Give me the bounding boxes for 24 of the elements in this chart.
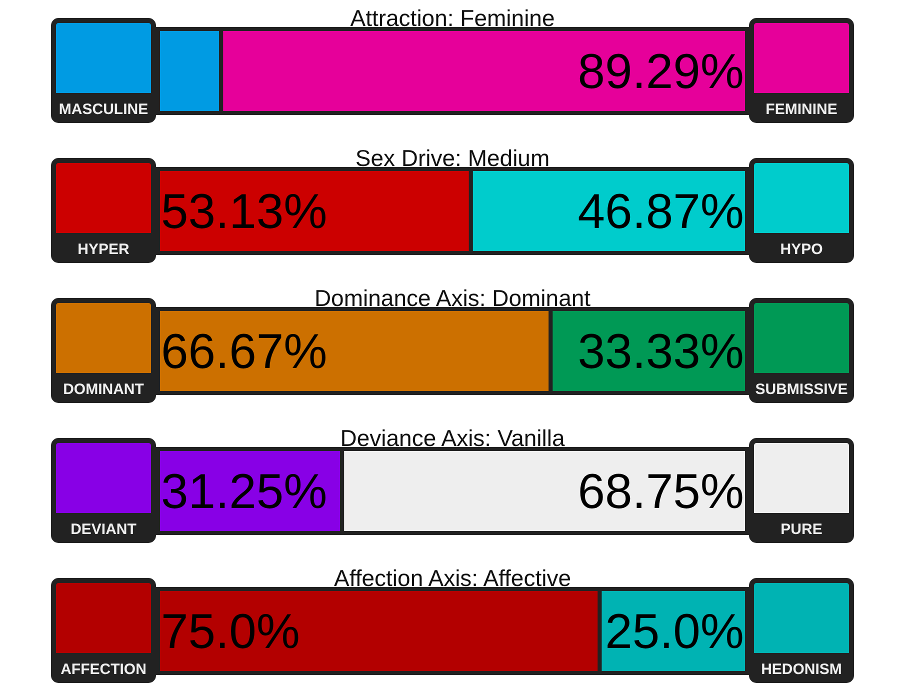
data-label: 75.0% bbox=[161, 605, 300, 659]
text: PURE bbox=[780, 521, 822, 538]
data-label: 53.13% bbox=[161, 185, 328, 239]
series-label: MASCULINE bbox=[58, 101, 148, 118]
chart-title: Affection Axis: Affective bbox=[334, 565, 571, 591]
chart-title: Attraction: Feminine bbox=[350, 5, 555, 31]
data-label: 33.33% bbox=[578, 325, 744, 379]
chart-title: Dominance Axis: Dominant bbox=[314, 285, 592, 311]
data-label: 66.67% bbox=[161, 325, 328, 379]
series-label: AFFECTION bbox=[60, 661, 146, 678]
data-label: 68.75% bbox=[578, 465, 744, 519]
chart-title: Sex Drive: Medium bbox=[355, 145, 550, 171]
data-label: 46.87% bbox=[578, 185, 744, 239]
series-label: HEDONISM bbox=[761, 661, 842, 678]
series-label: DEVIANT bbox=[70, 521, 136, 538]
data-label: 31.25% bbox=[161, 465, 328, 519]
series-label: DOMINANT bbox=[63, 381, 144, 398]
text: HYPO bbox=[780, 241, 824, 258]
series-label: HYPER bbox=[78, 241, 130, 258]
series-label: SUBMISSIVE bbox=[755, 381, 848, 398]
chart-title: Deviance Axis: Vanilla bbox=[340, 425, 565, 451]
data-label: 89.29% bbox=[578, 45, 744, 99]
data-label: 25.0% bbox=[605, 605, 744, 659]
series-label: FEMININE bbox=[766, 101, 838, 118]
